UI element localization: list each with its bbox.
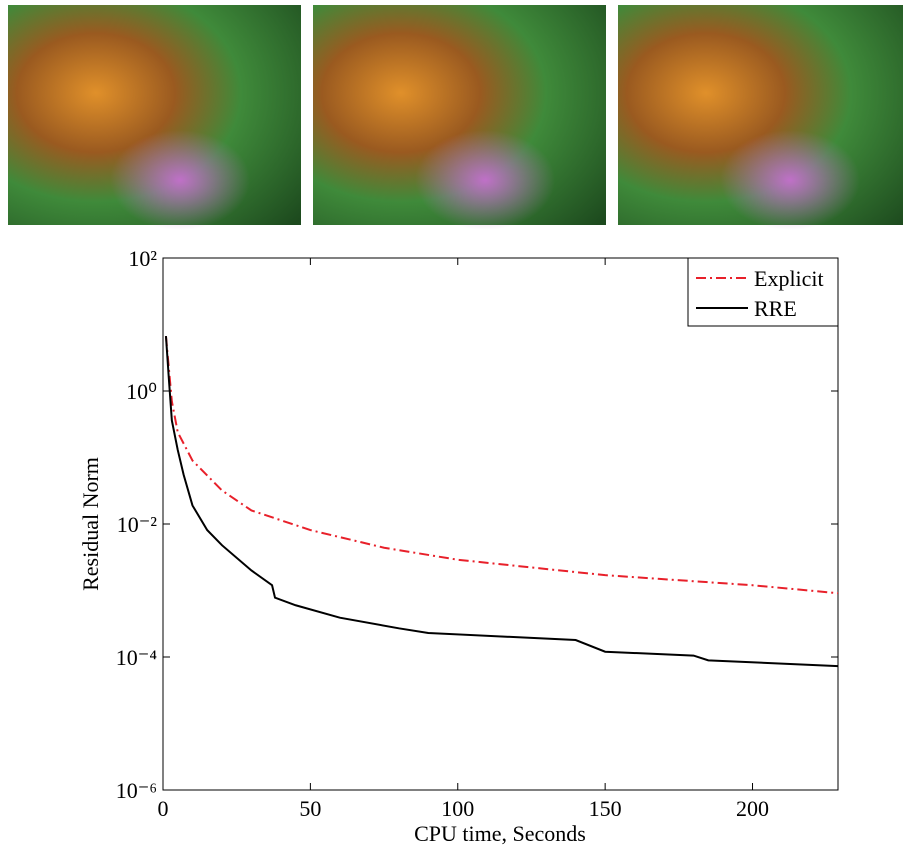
line-series xyxy=(164,335,839,668)
x-tick-label: 100 xyxy=(441,796,474,821)
y-tick-label: 10² xyxy=(128,246,157,271)
legend-label: RRE xyxy=(754,296,797,321)
y-axis-label: Residual Norm xyxy=(78,457,103,591)
x-tick-label: 50 xyxy=(299,796,321,821)
y-tick-label: 10⁰ xyxy=(126,379,157,404)
image-panels xyxy=(8,5,903,230)
x-tick-label: 150 xyxy=(589,796,622,821)
x-tick-label: 200 xyxy=(736,796,769,821)
y-tick-label: 10⁻² xyxy=(117,512,158,537)
legend-box xyxy=(687,257,839,327)
legend-label: Explicit xyxy=(754,266,824,291)
y-tick-label: 10⁻⁴ xyxy=(116,645,158,670)
image xyxy=(8,5,301,230)
y-tick-label: 10⁻⁶ xyxy=(116,778,157,803)
image xyxy=(313,5,606,230)
x-axis-label: CPU time, Seconds xyxy=(414,821,586,846)
image xyxy=(618,5,903,230)
plot-frame xyxy=(162,257,839,791)
x-tick-label: 0 xyxy=(158,796,169,821)
line-series xyxy=(164,335,839,595)
